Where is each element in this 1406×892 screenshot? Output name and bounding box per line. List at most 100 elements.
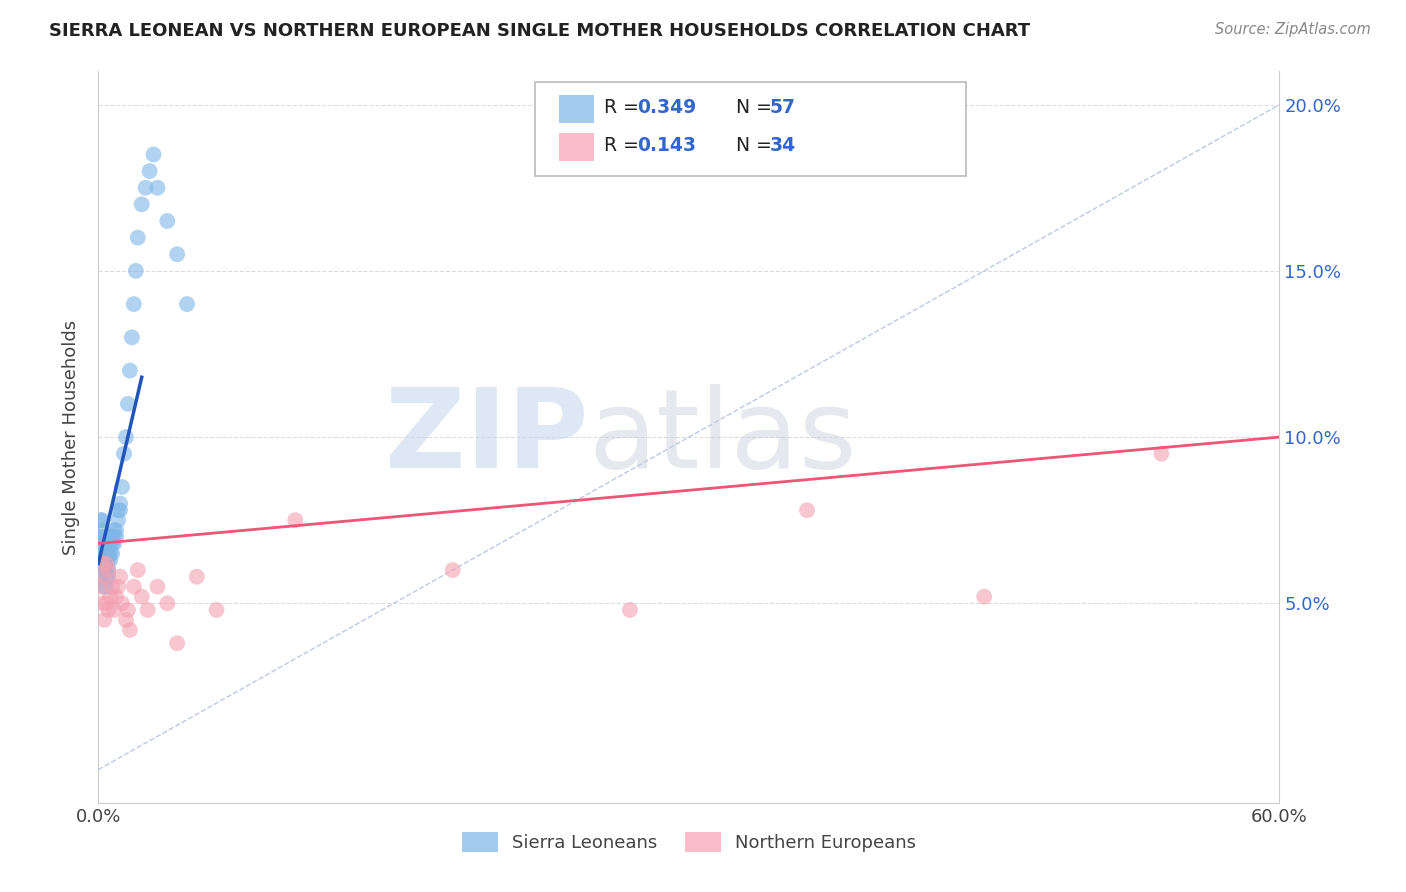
Point <box>796 503 818 517</box>
Point <box>96 536 118 550</box>
Point <box>98 536 121 550</box>
Point <box>131 590 153 604</box>
Point <box>97 536 120 550</box>
Point <box>103 536 125 550</box>
Point <box>105 590 128 604</box>
Point <box>91 536 114 550</box>
Point <box>107 513 129 527</box>
Point <box>89 546 111 560</box>
Point <box>105 530 128 544</box>
Point <box>1150 447 1173 461</box>
Point <box>96 596 118 610</box>
Point <box>115 613 138 627</box>
Point <box>125 264 148 278</box>
Point <box>121 330 143 344</box>
Point <box>93 570 115 584</box>
Point <box>91 513 114 527</box>
Point <box>98 590 121 604</box>
Point <box>108 497 131 511</box>
Text: SIERRA LEONEAN VS NORTHERN EUROPEAN SINGLE MOTHER HOUSEHOLDS CORRELATION CHART: SIERRA LEONEAN VS NORTHERN EUROPEAN SING… <box>49 22 1031 40</box>
Point <box>146 580 169 594</box>
Point <box>91 557 114 571</box>
Point <box>103 523 125 537</box>
Text: 57: 57 <box>769 98 796 118</box>
Point <box>97 553 120 567</box>
Text: 0.143: 0.143 <box>637 136 696 155</box>
Point <box>98 553 121 567</box>
FancyBboxPatch shape <box>536 82 966 176</box>
Point <box>136 603 159 617</box>
Point <box>93 546 115 560</box>
Point <box>89 580 111 594</box>
Point <box>127 230 149 244</box>
Point <box>101 536 124 550</box>
Text: R =: R = <box>605 136 645 155</box>
Point <box>101 546 124 560</box>
Point <box>176 297 198 311</box>
Point <box>115 430 138 444</box>
Point <box>93 557 115 571</box>
Point <box>97 563 120 577</box>
Bar <box>560 133 595 161</box>
Point <box>118 623 141 637</box>
Point <box>91 596 114 610</box>
Text: 0.349: 0.349 <box>637 98 696 118</box>
Point <box>619 603 641 617</box>
Point <box>91 523 114 537</box>
Point <box>91 563 114 577</box>
Legend: Sierra Leoneans, Northern Europeans: Sierra Leoneans, Northern Europeans <box>454 824 924 860</box>
Point <box>89 530 111 544</box>
Point <box>111 480 134 494</box>
Point <box>111 596 134 610</box>
Point <box>96 557 118 571</box>
Text: N =: N = <box>737 136 778 155</box>
Point <box>97 603 120 617</box>
Point <box>96 563 118 577</box>
Point <box>98 546 121 560</box>
Point <box>166 247 188 261</box>
Y-axis label: Single Mother Households: Single Mother Households <box>62 319 80 555</box>
Point <box>107 503 129 517</box>
Point <box>108 503 131 517</box>
Point <box>138 164 160 178</box>
Point <box>118 363 141 377</box>
Text: atlas: atlas <box>589 384 858 491</box>
Point <box>101 530 124 544</box>
Point <box>166 636 188 650</box>
Point <box>97 563 120 577</box>
Point <box>441 563 464 577</box>
Point <box>131 197 153 211</box>
Point <box>93 536 115 550</box>
Point <box>112 447 135 461</box>
Point <box>97 546 120 560</box>
Text: Source: ZipAtlas.com: Source: ZipAtlas.com <box>1215 22 1371 37</box>
Point <box>96 570 118 584</box>
Point <box>103 603 125 617</box>
Point <box>284 513 307 527</box>
Point <box>156 596 179 610</box>
Point <box>146 180 169 194</box>
Text: N =: N = <box>737 98 778 118</box>
Point <box>122 297 145 311</box>
Point <box>127 563 149 577</box>
Point <box>101 580 124 594</box>
Point <box>135 180 157 194</box>
Text: ZIP: ZIP <box>385 384 589 491</box>
Point <box>93 563 115 577</box>
Point <box>97 570 120 584</box>
Text: 34: 34 <box>769 136 796 155</box>
Bar <box>560 95 595 122</box>
Point <box>96 553 118 567</box>
Point <box>186 570 208 584</box>
Point <box>93 580 115 594</box>
Text: R =: R = <box>605 98 645 118</box>
Point <box>96 546 118 560</box>
Point <box>205 603 228 617</box>
Point <box>108 570 131 584</box>
Point <box>93 530 115 544</box>
Point <box>117 397 139 411</box>
Point <box>142 147 165 161</box>
Point <box>89 513 111 527</box>
Point <box>973 590 995 604</box>
Point <box>107 580 129 594</box>
